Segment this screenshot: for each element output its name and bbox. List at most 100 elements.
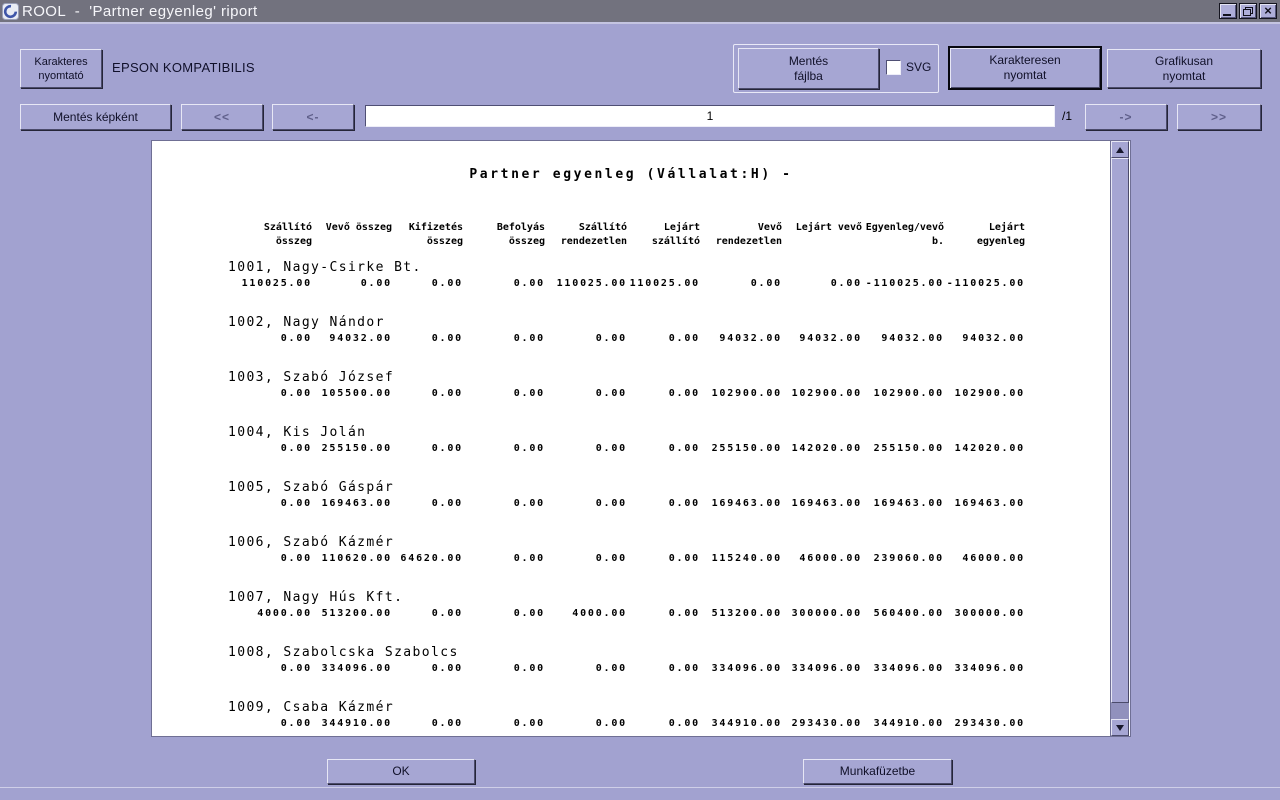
report-row: 1005, Szabó Gáspár 0.00 169463.00 0.00 0.00 0…	[152, 480, 1110, 510]
report-cell: 169463.00	[711, 498, 782, 509]
report-cell: 142020.00	[791, 443, 862, 454]
report-cell: 0.00	[513, 333, 545, 344]
print-graphically-button[interactable]: Grafikusan nyomtat	[1107, 49, 1261, 88]
report-cell: 110025.00	[629, 278, 700, 289]
vertical-scrollbar[interactable]	[1110, 141, 1129, 736]
printer-name-label: EPSON KOMPATIBILIS	[112, 60, 255, 75]
report-cell: 0.00	[595, 333, 627, 344]
save-to-file-label-2: fájlba	[794, 68, 823, 83]
report-cell: 0.00	[513, 608, 545, 619]
report-cell: 0.00	[280, 553, 312, 564]
report-cell: 0.00	[280, 388, 312, 399]
print-graphically-label-1: Grafikusan	[1154, 53, 1214, 68]
report-column-header: Lejárt szállító	[651, 222, 700, 247]
report-body: 1001, Nagy-Csirke Bt. 110025.00 0.00 0.00 0.…	[152, 260, 1110, 730]
scrollbar-track[interactable]	[1111, 703, 1129, 719]
close-button[interactable]: ×	[1259, 3, 1277, 19]
workbook-button[interactable]: Munkafüzetbe	[803, 759, 952, 784]
window-title: ROOL - 'Partner egyenleg' riport	[22, 2, 258, 20]
report-cell: 0.00	[668, 443, 700, 454]
scrollbar-thumb[interactable]	[1111, 158, 1129, 703]
previous-page-icon: <-	[306, 109, 320, 124]
report-row: 1008, Szabolcska Szabolcs 0.00 334096.00 0.…	[152, 645, 1110, 675]
report-cell: 0.00	[595, 663, 627, 674]
report-cell: 4000.00	[572, 608, 627, 619]
report-cell: 169463.00	[791, 498, 862, 509]
report-cell: 0.00	[668, 388, 700, 399]
next-page-button[interactable]: ->	[1085, 104, 1167, 130]
last-page-button[interactable]: >>	[1177, 104, 1261, 130]
report-cell: 0.00	[668, 718, 700, 729]
report-cell: 169463.00	[954, 498, 1025, 509]
partner-name: 1006, Szabó Kázmér	[228, 535, 395, 550]
report-cell: 102900.00	[791, 388, 862, 399]
save-file-group	[733, 44, 939, 93]
report-cell: 0.00	[595, 718, 627, 729]
report-cell: 255150.00	[711, 443, 782, 454]
partner-values-row: 0.00 255150.00 0.00 0.00 0.00 0.00 255150.00 14…	[152, 442, 1110, 455]
ok-button[interactable]: OK	[327, 759, 475, 784]
report-row: 1009, Csaba Kázmér 0.00 344910.00 0.00 0.00 0…	[152, 700, 1110, 730]
report-cell: 0.00	[595, 388, 627, 399]
previous-page-button[interactable]: <-	[272, 104, 354, 130]
restore-icon	[1243, 6, 1253, 16]
print-graphically-label-2: nyomtat	[1162, 68, 1206, 83]
report-cell: 94032.00	[962, 333, 1025, 344]
partner-values-row: 4000.00 513200.00 0.00 0.00 4000.00 0.00 51320…	[152, 607, 1110, 620]
print-as-characters-label-2: nyomtat	[1003, 68, 1047, 82]
report-cell: 300000.00	[791, 608, 862, 619]
arrow-down-icon	[1116, 724, 1124, 731]
save-to-file-button[interactable]: Mentés fájlba	[738, 48, 879, 89]
app-icon	[2, 2, 19, 20]
scroll-down-button[interactable]	[1111, 719, 1129, 736]
report-cell: 0.00	[280, 443, 312, 454]
last-page-icon: >>	[1210, 109, 1227, 124]
report-cell: 300000.00	[954, 608, 1025, 619]
partner-values-row: 0.00 105500.00 0.00 0.00 0.00 0.00 102900.00 10…	[152, 387, 1110, 400]
report-cell: 0.00	[431, 608, 463, 619]
report-cell: 0.00	[431, 663, 463, 674]
report-column-header: Befolyás összeg	[496, 222, 545, 247]
report-cell: 0.00	[513, 663, 545, 674]
report-cell: 102900.00	[711, 388, 782, 399]
report-cell: 0.00	[513, 443, 545, 454]
report-cell: 0.00	[431, 498, 463, 509]
workbook-button-label: Munkafüzetbe	[839, 764, 916, 778]
titlebar: ROOL - 'Partner egyenleg' riport ×	[0, 0, 1280, 22]
titlebar-underline	[0, 22, 1280, 24]
report-cell: 0.00	[431, 388, 463, 399]
character-printer-button[interactable]: Karakteres nyomtató	[20, 49, 102, 88]
window-bottom-bevel	[0, 787, 1280, 788]
report-cell: 344910.00	[711, 718, 782, 729]
page-number-input[interactable]	[365, 105, 1055, 127]
first-page-button[interactable]: <<	[181, 104, 263, 130]
report-cell: 0.00	[360, 278, 392, 289]
minimize-button[interactable]	[1219, 3, 1237, 19]
report-cell: 513200.00	[321, 608, 392, 619]
report-cell: 334096.00	[954, 663, 1025, 674]
report-cell: 105500.00	[321, 388, 392, 399]
scroll-up-button[interactable]	[1111, 141, 1129, 158]
partner-name: 1004, Kis Jolán	[228, 425, 367, 440]
minimize-icon	[1223, 14, 1231, 16]
save-as-image-button[interactable]: Mentés képként	[20, 104, 171, 130]
report-row: 1004, Kis Jolán 0.00 255150.00 0.00 0.00 0.00…	[152, 425, 1110, 455]
svg-checkbox[interactable]	[886, 60, 901, 75]
report-cell: 293430.00	[791, 718, 862, 729]
report-cell: 115240.00	[711, 553, 782, 564]
report-cell: 0.00	[280, 663, 312, 674]
report-cell: 344910.00	[321, 718, 392, 729]
restore-button[interactable]	[1239, 3, 1257, 19]
character-printer-label-2: nyomtató	[38, 69, 84, 82]
report-cell: 0.00	[280, 718, 312, 729]
print-as-characters-button[interactable]: Karakteresen nyomtat	[948, 46, 1102, 90]
report-cell: 0.00	[513, 498, 545, 509]
report-cell: -110025.00	[946, 278, 1025, 289]
partner-name: 1002, Nagy Nándor	[228, 315, 385, 330]
report-cell: 0.00	[830, 278, 862, 289]
report-cell: 46000.00	[799, 553, 862, 564]
report-row: 1006, Szabó Kázmér 0.00 110620.00 64620.00 0…	[152, 535, 1110, 565]
partner-values-row: 110025.00 0.00 0.00 0.00 110025.00 110025.00 0…	[152, 277, 1110, 290]
report-cell: 0.00	[750, 278, 782, 289]
